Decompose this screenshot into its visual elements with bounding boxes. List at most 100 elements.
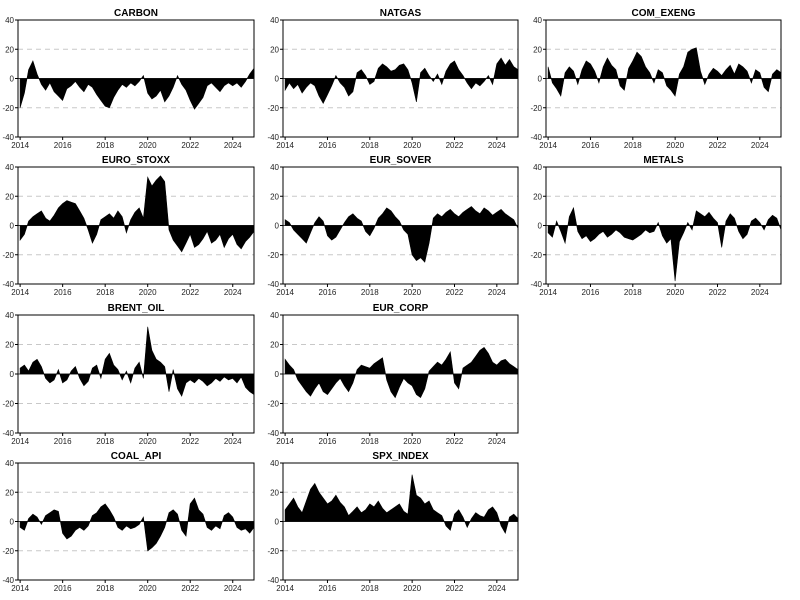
- y-tick-label: 0: [275, 518, 280, 527]
- y-tick-label: 20: [5, 341, 14, 350]
- panel-com-exeng: COM_EXENG -40 -20 0 20 40 2014 2016 2018 2020 2022…: [530, 8, 782, 150]
- y-tick-label: -40: [2, 576, 14, 585]
- y-tick-label: 40: [5, 163, 14, 172]
- y-tick-label: 0: [10, 518, 15, 527]
- panel-title: CARBON: [114, 8, 158, 19]
- y-tick-label: 20: [270, 192, 279, 201]
- x-tick-label: 2022: [709, 141, 727, 150]
- x-tick-label: 2022: [181, 288, 199, 297]
- x-tick-label: 2020: [139, 288, 157, 297]
- y-tick-label: 20: [533, 192, 542, 201]
- x-tick-label: 2014: [276, 437, 294, 446]
- series-area-eur-corp: [284, 346, 519, 399]
- y-tick-label: 40: [270, 163, 279, 172]
- x-tick-label: 2014: [539, 141, 557, 150]
- x-tick-label: 2016: [54, 141, 72, 150]
- panel-title: EUR_SOVER: [370, 155, 432, 166]
- x-tick-label: 2024: [751, 288, 769, 297]
- x-tick-label: 2024: [224, 437, 242, 446]
- y-tick-label: 40: [533, 16, 542, 25]
- x-tick-label: 2022: [181, 437, 199, 446]
- x-tick-label: 2024: [224, 288, 242, 297]
- series-area-metals: [547, 206, 782, 282]
- x-tick-label: 2016: [54, 288, 72, 297]
- panel-eur-corp: EUR_CORP -40 -20 0 20 40 2014 2016 2018 2020 2022 2…: [267, 303, 519, 446]
- x-tick-label: 2016: [319, 437, 337, 446]
- x-tick-label: 2018: [96, 141, 114, 150]
- panel-title: NATGAS: [380, 8, 422, 19]
- panel-title: METALS: [643, 155, 684, 166]
- panel-brent-oil: BRENT_OIL -40 -20 0 20 40 2014 2016 2018 2020 2022…: [2, 303, 255, 446]
- x-tick-label: 2016: [582, 288, 600, 297]
- x-tick-label: 2018: [361, 288, 379, 297]
- y-tick-label: 20: [5, 192, 14, 201]
- y-tick-label: 40: [5, 16, 14, 25]
- x-tick-label: 2024: [751, 141, 769, 150]
- y-tick-label: 40: [270, 16, 279, 25]
- x-tick-label: 2022: [446, 584, 464, 593]
- y-tick-label: 0: [538, 75, 543, 84]
- x-tick-label: 2018: [361, 437, 379, 446]
- panel-title: EURO_STOXX: [102, 155, 170, 166]
- x-tick-label: 2022: [446, 288, 464, 297]
- y-tick-label: -40: [2, 280, 14, 289]
- series-area-brent-oil: [19, 326, 255, 397]
- x-tick-label: 2014: [276, 141, 294, 150]
- x-tick-label: 2020: [403, 288, 421, 297]
- x-tick-label: 2016: [319, 584, 337, 593]
- x-tick-label: 2016: [54, 584, 72, 593]
- y-tick-label: -20: [267, 547, 279, 556]
- y-tick-label: 0: [275, 222, 280, 231]
- x-tick-label: 2018: [361, 141, 379, 150]
- y-tick-label: -20: [2, 547, 14, 556]
- x-tick-label: 2020: [403, 437, 421, 446]
- x-tick-label: 2020: [139, 141, 157, 150]
- panel-title: SPX_INDEX: [372, 451, 428, 462]
- panel-euro-stoxx: EURO_STOXX -40 -20 0 20 40 2014 2016 2018 2020 202…: [2, 155, 255, 297]
- x-tick-label: 2020: [403, 141, 421, 150]
- x-tick-label: 2016: [319, 288, 337, 297]
- y-tick-label: -20: [2, 400, 14, 409]
- x-tick-label: 2018: [624, 141, 642, 150]
- x-tick-label: 2022: [709, 288, 727, 297]
- x-tick-label: 2024: [224, 141, 242, 150]
- x-tick-label: 2014: [11, 288, 29, 297]
- series-area-com-exeng: [547, 47, 782, 97]
- y-tick-label: -40: [530, 133, 542, 142]
- y-tick-label: 0: [10, 370, 15, 379]
- x-tick-label: 2022: [181, 141, 199, 150]
- y-tick-label: 0: [275, 75, 280, 84]
- y-tick-label: -40: [2, 429, 14, 438]
- x-tick-label: 2014: [539, 288, 557, 297]
- x-tick-label: 2016: [54, 437, 72, 446]
- series-area-natgas: [284, 57, 519, 105]
- panel-coal-api: COAL_API -40 -20 0 20 40 2014 2016 2018 2020 2022 2…: [2, 451, 255, 593]
- x-tick-label: 2020: [666, 288, 684, 297]
- y-tick-label: 20: [270, 341, 279, 350]
- x-tick-label: 2020: [139, 584, 157, 593]
- y-tick-label: 40: [270, 459, 279, 468]
- y-tick-label: -40: [2, 133, 14, 142]
- y-tick-label: 40: [5, 459, 14, 468]
- y-tick-label: -20: [267, 251, 279, 260]
- panel-title: COM_EXENG: [632, 8, 696, 19]
- panel-title: BRENT_OIL: [108, 303, 165, 314]
- y-tick-label: 40: [270, 311, 279, 320]
- y-tick-label: -20: [2, 251, 14, 260]
- x-tick-label: 2018: [96, 288, 114, 297]
- x-tick-label: 2014: [276, 584, 294, 593]
- panel-natgas: NATGAS -40 -20 0 20 40 2014 2016 2018 2020 2022 202…: [267, 8, 519, 150]
- y-tick-label: 40: [5, 311, 14, 320]
- y-tick-label: -20: [267, 104, 279, 113]
- x-tick-label: 2018: [624, 288, 642, 297]
- y-tick-label: 20: [270, 488, 279, 497]
- y-tick-label: 40: [533, 163, 542, 172]
- x-tick-label: 2024: [488, 437, 506, 446]
- y-tick-label: 20: [533, 45, 542, 54]
- x-tick-label: 2016: [319, 141, 337, 150]
- series-area-euro-stoxx: [19, 175, 255, 253]
- y-tick-label: 0: [538, 222, 543, 231]
- x-tick-label: 2020: [139, 437, 157, 446]
- x-tick-label: 2014: [11, 141, 29, 150]
